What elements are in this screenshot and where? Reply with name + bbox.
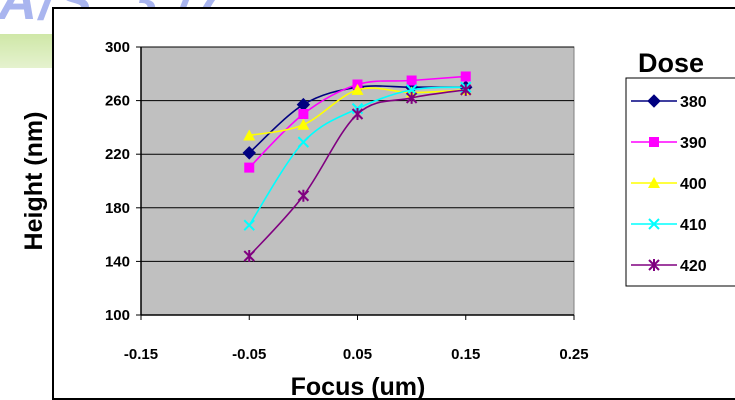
data-point [460, 83, 472, 96]
x-axis-title: Focus (um) [291, 373, 426, 400]
legend-entry: 380 [631, 94, 707, 111]
y-tick-label: 180 [105, 200, 130, 217]
data-point [351, 108, 364, 120]
legend-entry: 390 [631, 135, 707, 152]
legend-marker [647, 94, 661, 108]
data-point [243, 129, 256, 141]
data-point [297, 118, 310, 130]
x-tick-label: 0.05 [343, 346, 372, 363]
data-point [351, 83, 364, 95]
x-tick-label: -0.15 [124, 346, 158, 363]
legend-entry: 420 [631, 258, 707, 275]
y-axis-title: Height (nm) [20, 112, 48, 251]
data-point [243, 250, 255, 263]
data-point [244, 162, 255, 173]
legend-marker [648, 177, 660, 188]
legend: 380 390 400 410 420 [625, 77, 735, 287]
data-point [406, 75, 417, 86]
legend-box [625, 77, 735, 287]
y-tick-label: 300 [105, 39, 130, 56]
y-tick-label: 100 [105, 307, 130, 324]
x-tick-label: -0.05 [232, 346, 266, 363]
title-band [0, 34, 60, 68]
data-point [243, 219, 255, 231]
legend-title: Dose [638, 48, 704, 78]
x-tick-label: 0.15 [451, 346, 480, 363]
data-point [297, 189, 310, 202]
series-line [248, 89, 466, 257]
legend-marker [649, 137, 659, 147]
legend-label: 380 [680, 94, 707, 111]
legend-label: 400 [680, 176, 707, 193]
axes: 100 140 180 220 260 300 -0.15 -0.05 0.05 0.15 0.25 [105, 39, 589, 363]
data-point [242, 146, 256, 160]
legend-label: 390 [680, 135, 707, 152]
y-tick-label: 140 [105, 253, 130, 270]
series-420 [243, 83, 472, 263]
data-point [297, 136, 310, 148]
legend-marker [648, 218, 660, 230]
legend-entry: 410 [631, 217, 707, 234]
y-tick-label: 260 [105, 93, 130, 110]
series-layer [242, 71, 473, 263]
legend-entry: 400 [631, 176, 707, 193]
data-point [298, 109, 309, 119]
x-tick-label: 0.25 [559, 346, 588, 363]
legend-label: 420 [680, 258, 707, 275]
data-point [460, 71, 471, 82]
legend-marker [648, 259, 660, 271]
y-tick-label: 220 [105, 146, 130, 163]
data-point [405, 91, 418, 104]
legend-label: 410 [680, 217, 707, 234]
